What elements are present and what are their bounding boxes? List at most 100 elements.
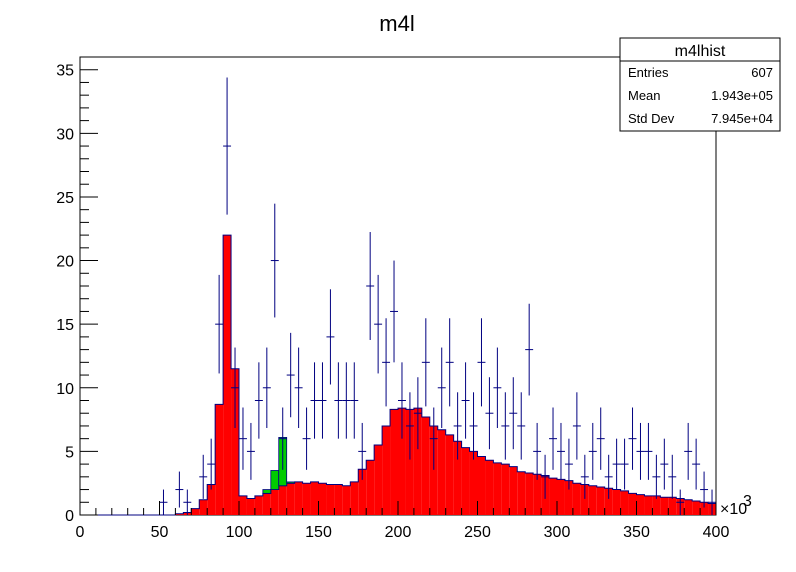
red-bar — [580, 484, 589, 515]
red-bar — [175, 513, 184, 515]
red-histogram-series — [80, 234, 716, 516]
y-tick-label: 30 — [56, 126, 74, 143]
green-bar — [262, 489, 272, 494]
red-bar — [469, 451, 478, 515]
axes: 0 50 100 150 200 250 300 350 400 0 5 10 15 20 25 30 35 ×1… — [56, 56, 752, 541]
red-bar — [246, 498, 255, 515]
red-bar — [596, 487, 605, 515]
red-bar — [358, 469, 367, 515]
red-bar — [636, 494, 645, 515]
red-bar — [453, 441, 462, 515]
stats-box: m4lhist Entries 607 Mean 1.943e+05 Std D… — [619, 37, 781, 132]
y-tick-label: 25 — [56, 190, 74, 207]
red-bar — [564, 480, 573, 515]
red-bar — [652, 495, 661, 515]
red-bar — [477, 456, 486, 515]
x-tick-label: 300 — [544, 524, 571, 541]
red-bar — [398, 408, 406, 515]
red-bar — [517, 471, 526, 515]
red-bar — [493, 462, 502, 515]
red-bar — [557, 479, 565, 515]
red-bar — [294, 481, 303, 515]
x-tick-label: 250 — [464, 524, 491, 541]
red-bar — [215, 404, 224, 515]
red-bar — [421, 417, 430, 515]
red-bar — [612, 489, 621, 515]
red-bar — [262, 493, 271, 515]
x-tick-label: 0 — [76, 524, 85, 541]
green-bar — [270, 470, 280, 490]
stats-title: m4lhist — [675, 43, 726, 60]
y-tick-label: 0 — [65, 508, 74, 525]
red-bar — [644, 495, 653, 515]
x-tick-label: 400 — [703, 524, 730, 541]
red-bar — [318, 483, 327, 515]
red-bar — [461, 447, 470, 515]
stats-label-mean: Mean — [628, 88, 661, 103]
red-bar — [572, 483, 581, 515]
x-multiplier-label: ×10 — [720, 501, 747, 518]
red-bar — [302, 483, 311, 515]
red-bar — [549, 478, 557, 515]
red-bar — [254, 495, 263, 515]
y-tick-label: 20 — [56, 254, 74, 271]
red-bar — [485, 460, 494, 515]
stats-label-stddev: Std Dev — [628, 111, 675, 126]
stats-label-entries: Entries — [628, 65, 669, 80]
red-bar — [390, 409, 398, 515]
green-bar — [286, 481, 296, 484]
red-bar — [509, 466, 518, 515]
red-bar — [278, 485, 287, 515]
red-bar — [700, 502, 709, 515]
chart-title: m4l — [379, 11, 414, 36]
red-bar — [588, 485, 597, 515]
y-tick-label: 5 — [65, 444, 74, 461]
red-bar — [342, 485, 351, 515]
red-bar — [239, 495, 247, 515]
red-bar — [604, 488, 613, 515]
red-bar — [374, 445, 383, 515]
red-bar — [660, 497, 669, 515]
red-bar — [533, 474, 542, 515]
data-points-series — [159, 77, 716, 515]
red-bar — [334, 484, 343, 515]
stats-value-mean: 1.943e+05 — [711, 88, 773, 103]
red-bar — [382, 425, 391, 515]
stats-value-entries: 607 — [751, 65, 773, 80]
red-bar — [620, 490, 629, 515]
stats-box-frame — [619, 37, 781, 132]
red-bar — [437, 429, 446, 515]
x-multiplier-exponent: 3 — [743, 493, 752, 510]
red-bar — [310, 481, 319, 515]
red-bar — [405, 409, 414, 515]
stats-value-stddev: 7.945e+04 — [711, 111, 773, 126]
x-tick-label: 200 — [385, 524, 412, 541]
red-bar — [501, 464, 510, 515]
x-tick-label: 350 — [623, 524, 650, 541]
red-bar — [286, 483, 295, 515]
red-bar — [429, 425, 438, 515]
red-bar — [668, 497, 677, 515]
red-bar — [366, 460, 375, 515]
red-bar — [199, 499, 208, 515]
red-bar — [525, 473, 534, 515]
red-bar — [231, 368, 239, 515]
red-bar — [628, 493, 637, 515]
y-tick-label: 10 — [56, 381, 74, 398]
red-bar — [223, 235, 232, 515]
red-bar — [692, 501, 701, 515]
y-tick-label: 35 — [56, 63, 74, 80]
red-bar — [326, 484, 335, 515]
red-bar — [413, 408, 422, 515]
x-tick-label: 100 — [226, 524, 253, 541]
red-bar — [684, 499, 693, 515]
x-tick-label: 50 — [151, 524, 169, 541]
y-tick-label: 15 — [56, 317, 74, 334]
red-bar — [445, 434, 454, 515]
red-bar — [350, 481, 359, 515]
red-bar — [270, 489, 279, 515]
x-tick-label: 150 — [305, 524, 332, 541]
red-bar — [191, 508, 200, 515]
red-bar — [207, 484, 216, 515]
